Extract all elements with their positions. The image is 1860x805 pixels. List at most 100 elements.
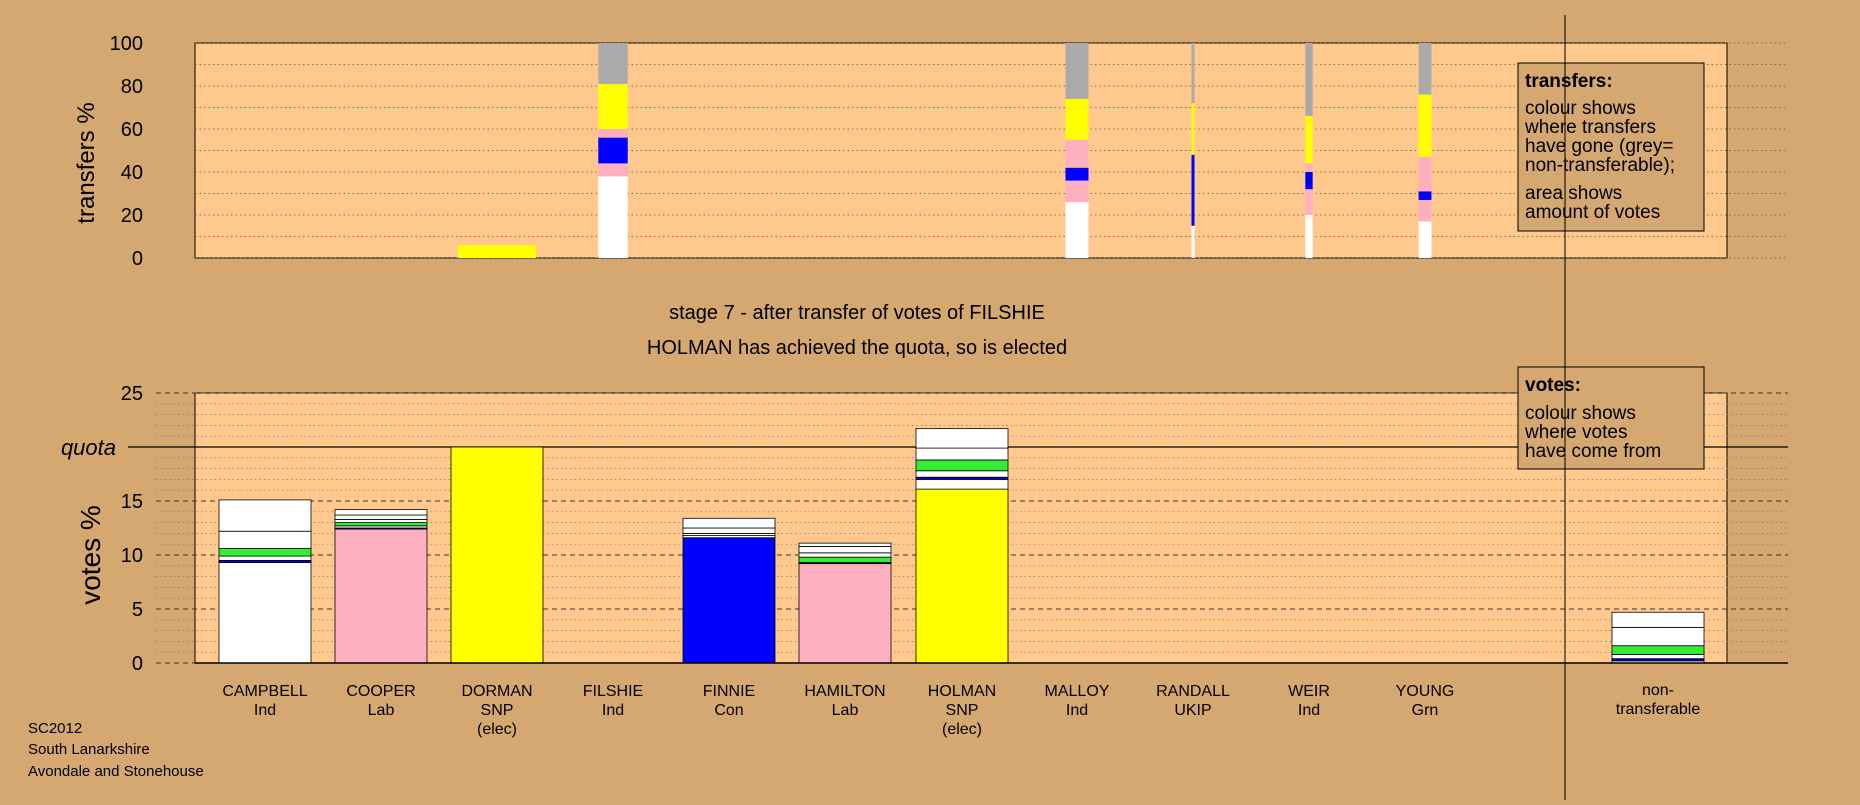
transfers-bar-segment — [1418, 199, 1432, 222]
votes-bar-segment — [682, 537, 776, 664]
candidate-name: RANDALL — [1156, 683, 1230, 700]
votes-bars — [218, 428, 1705, 664]
votes-y-axis-label: votes % — [75, 505, 106, 605]
transfers-bar-segment — [1305, 172, 1313, 190]
candidate-party: Lab — [368, 702, 395, 719]
votes-bar-segment — [915, 478, 1009, 490]
votes-note: votes: colour shows where votes have com… — [1517, 366, 1705, 470]
transfers-bar-malloy — [1065, 43, 1089, 258]
nontransferable-label: non- transferable — [1616, 682, 1701, 718]
transfers-bar-segment — [1191, 225, 1195, 258]
transfers-bar-segment — [1065, 180, 1089, 203]
candidate-label-randall: RANDALL UKIP — [1156, 683, 1230, 719]
votes-bar-segment — [798, 556, 892, 563]
votes-bar-segment — [334, 514, 428, 520]
transfers-panel: 0 20 40 60 80 100 transfers % transfers: colo… — [73, 33, 1788, 270]
candidate-name: YOUNG — [1396, 683, 1455, 700]
transfers-bar-segment — [1305, 43, 1313, 117]
transfers-y-ticks: 0 20 40 60 80 100 — [110, 33, 143, 270]
votes-y-tick-label: 5 — [132, 599, 143, 621]
candidate-name: HAMILTON — [804, 683, 885, 700]
votes-panel: 0 5 10 15 25 quota votes % votes: colour sho… — [61, 366, 1788, 675]
votes-y-tick-label: 0 — [132, 653, 143, 675]
candidate-party: Ind — [602, 702, 624, 719]
transfers-y-tick-label: 0 — [132, 248, 143, 270]
nontransferable-label-line: transferable — [1616, 701, 1701, 718]
votes-bar-segment — [915, 447, 1009, 461]
votes-bar-cooper — [334, 509, 428, 664]
candidate-label-weir: WEIR Ind — [1288, 683, 1330, 719]
transfers-bar-weir — [1305, 43, 1313, 258]
transfers-bar-segment — [1065, 43, 1089, 99]
candidate-label-cooper: COOPER Lab — [346, 683, 415, 719]
chart-title: stage 7 - after transfer of votes of FIL… — [669, 302, 1045, 324]
transfers-bar-segment — [598, 129, 628, 138]
transfers-note-line: amount of votes — [1525, 202, 1660, 223]
votes-bar-segment — [1611, 611, 1705, 628]
transfers-note-line: non-transferable); — [1525, 155, 1675, 176]
candidate-elected-marker: (elec) — [477, 721, 517, 738]
votes-bar-nontransferable — [1611, 611, 1705, 664]
transfers-bar-young — [1418, 43, 1432, 258]
candidate-name: WEIR — [1288, 683, 1330, 700]
transfers-y-tick-label: 100 — [110, 33, 143, 55]
candidate-label-malloy: MALLOY Ind — [1045, 683, 1110, 719]
votes-bar-segment — [218, 555, 312, 561]
votes-bar-segment — [1611, 653, 1705, 660]
transfers-bar-segment — [1305, 215, 1313, 258]
transfers-bar-segment — [1418, 94, 1432, 157]
votes-bar-segment — [915, 488, 1009, 664]
candidate-party: Grn — [1412, 702, 1439, 719]
candidate-party: Lab — [832, 702, 859, 719]
transfers-y-tick-label: 40 — [121, 162, 143, 184]
votes-bar-holman — [915, 428, 1009, 664]
candidate-party: Ind — [254, 702, 276, 719]
transfers-bar-segment — [1191, 154, 1195, 226]
votes-bar-hamilton — [798, 542, 892, 664]
transfers-note: transfers: colour shows where transfers … — [1517, 62, 1705, 232]
transfers-bar-segment — [1065, 167, 1089, 181]
votes-y-ticks: 0 5 10 15 25 — [121, 383, 143, 675]
votes-bar-segment — [1611, 645, 1705, 655]
transfers-bar-segment — [1418, 221, 1432, 258]
candidate-labels: CAMPBELL Ind COOPER Lab DORMAN SNP (elec) FILSH… — [222, 683, 1454, 738]
footer-council: South Lanarkshire — [28, 741, 150, 758]
candidate-name: COOPER — [346, 683, 415, 700]
transfers-note-title: transfers: — [1525, 71, 1613, 92]
candidate-party: UKIP — [1174, 702, 1211, 719]
candidate-label-campbell: CAMPBELL Ind — [222, 683, 307, 719]
votes-bar-segment — [218, 562, 312, 664]
votes-bar-segment — [218, 499, 312, 532]
candidate-label-dorman: DORMAN SNP (elec) — [461, 683, 532, 738]
candidate-name: FILSHIE — [583, 683, 643, 700]
transfers-bar-segment — [1065, 202, 1089, 258]
candidate-party: Con — [714, 702, 743, 719]
votes-note-line: colour shows — [1525, 403, 1636, 424]
footer-code: SC2012 — [28, 720, 82, 737]
transfers-bar-randall — [1191, 43, 1195, 258]
candidate-party: Ind — [1298, 702, 1320, 719]
candidate-elected-marker: (elec) — [942, 721, 982, 738]
votes-bar-segment — [798, 542, 892, 547]
votes-bar-segment — [1611, 626, 1705, 647]
transfers-y-tick-label: 80 — [121, 76, 143, 98]
candidate-name: CAMPBELL — [222, 683, 307, 700]
transfers-bar-segment — [598, 137, 628, 164]
transfers-bar-segment — [1305, 116, 1313, 164]
transfers-bar-filshie — [598, 43, 628, 258]
transfers-bar-segment — [598, 83, 628, 129]
votes-bar-segment — [682, 527, 776, 534]
votes-bar-segment — [798, 563, 892, 664]
nontransferable-label-line: non- — [1642, 682, 1674, 699]
votes-y-tick-label: 10 — [121, 545, 143, 567]
votes-bar-segment — [450, 446, 544, 664]
transfers-note-line: have gone (grey= — [1525, 136, 1673, 157]
votes-bar-campbell — [218, 499, 312, 664]
transfers-bar-segment — [598, 176, 628, 258]
votes-y-tick-label: 25 — [121, 383, 143, 405]
transfers-bar-segment — [598, 43, 628, 84]
transfers-bar-segment — [598, 163, 628, 177]
votes-bar-segment — [334, 518, 428, 523]
transfers-bar-segment — [1418, 191, 1432, 200]
